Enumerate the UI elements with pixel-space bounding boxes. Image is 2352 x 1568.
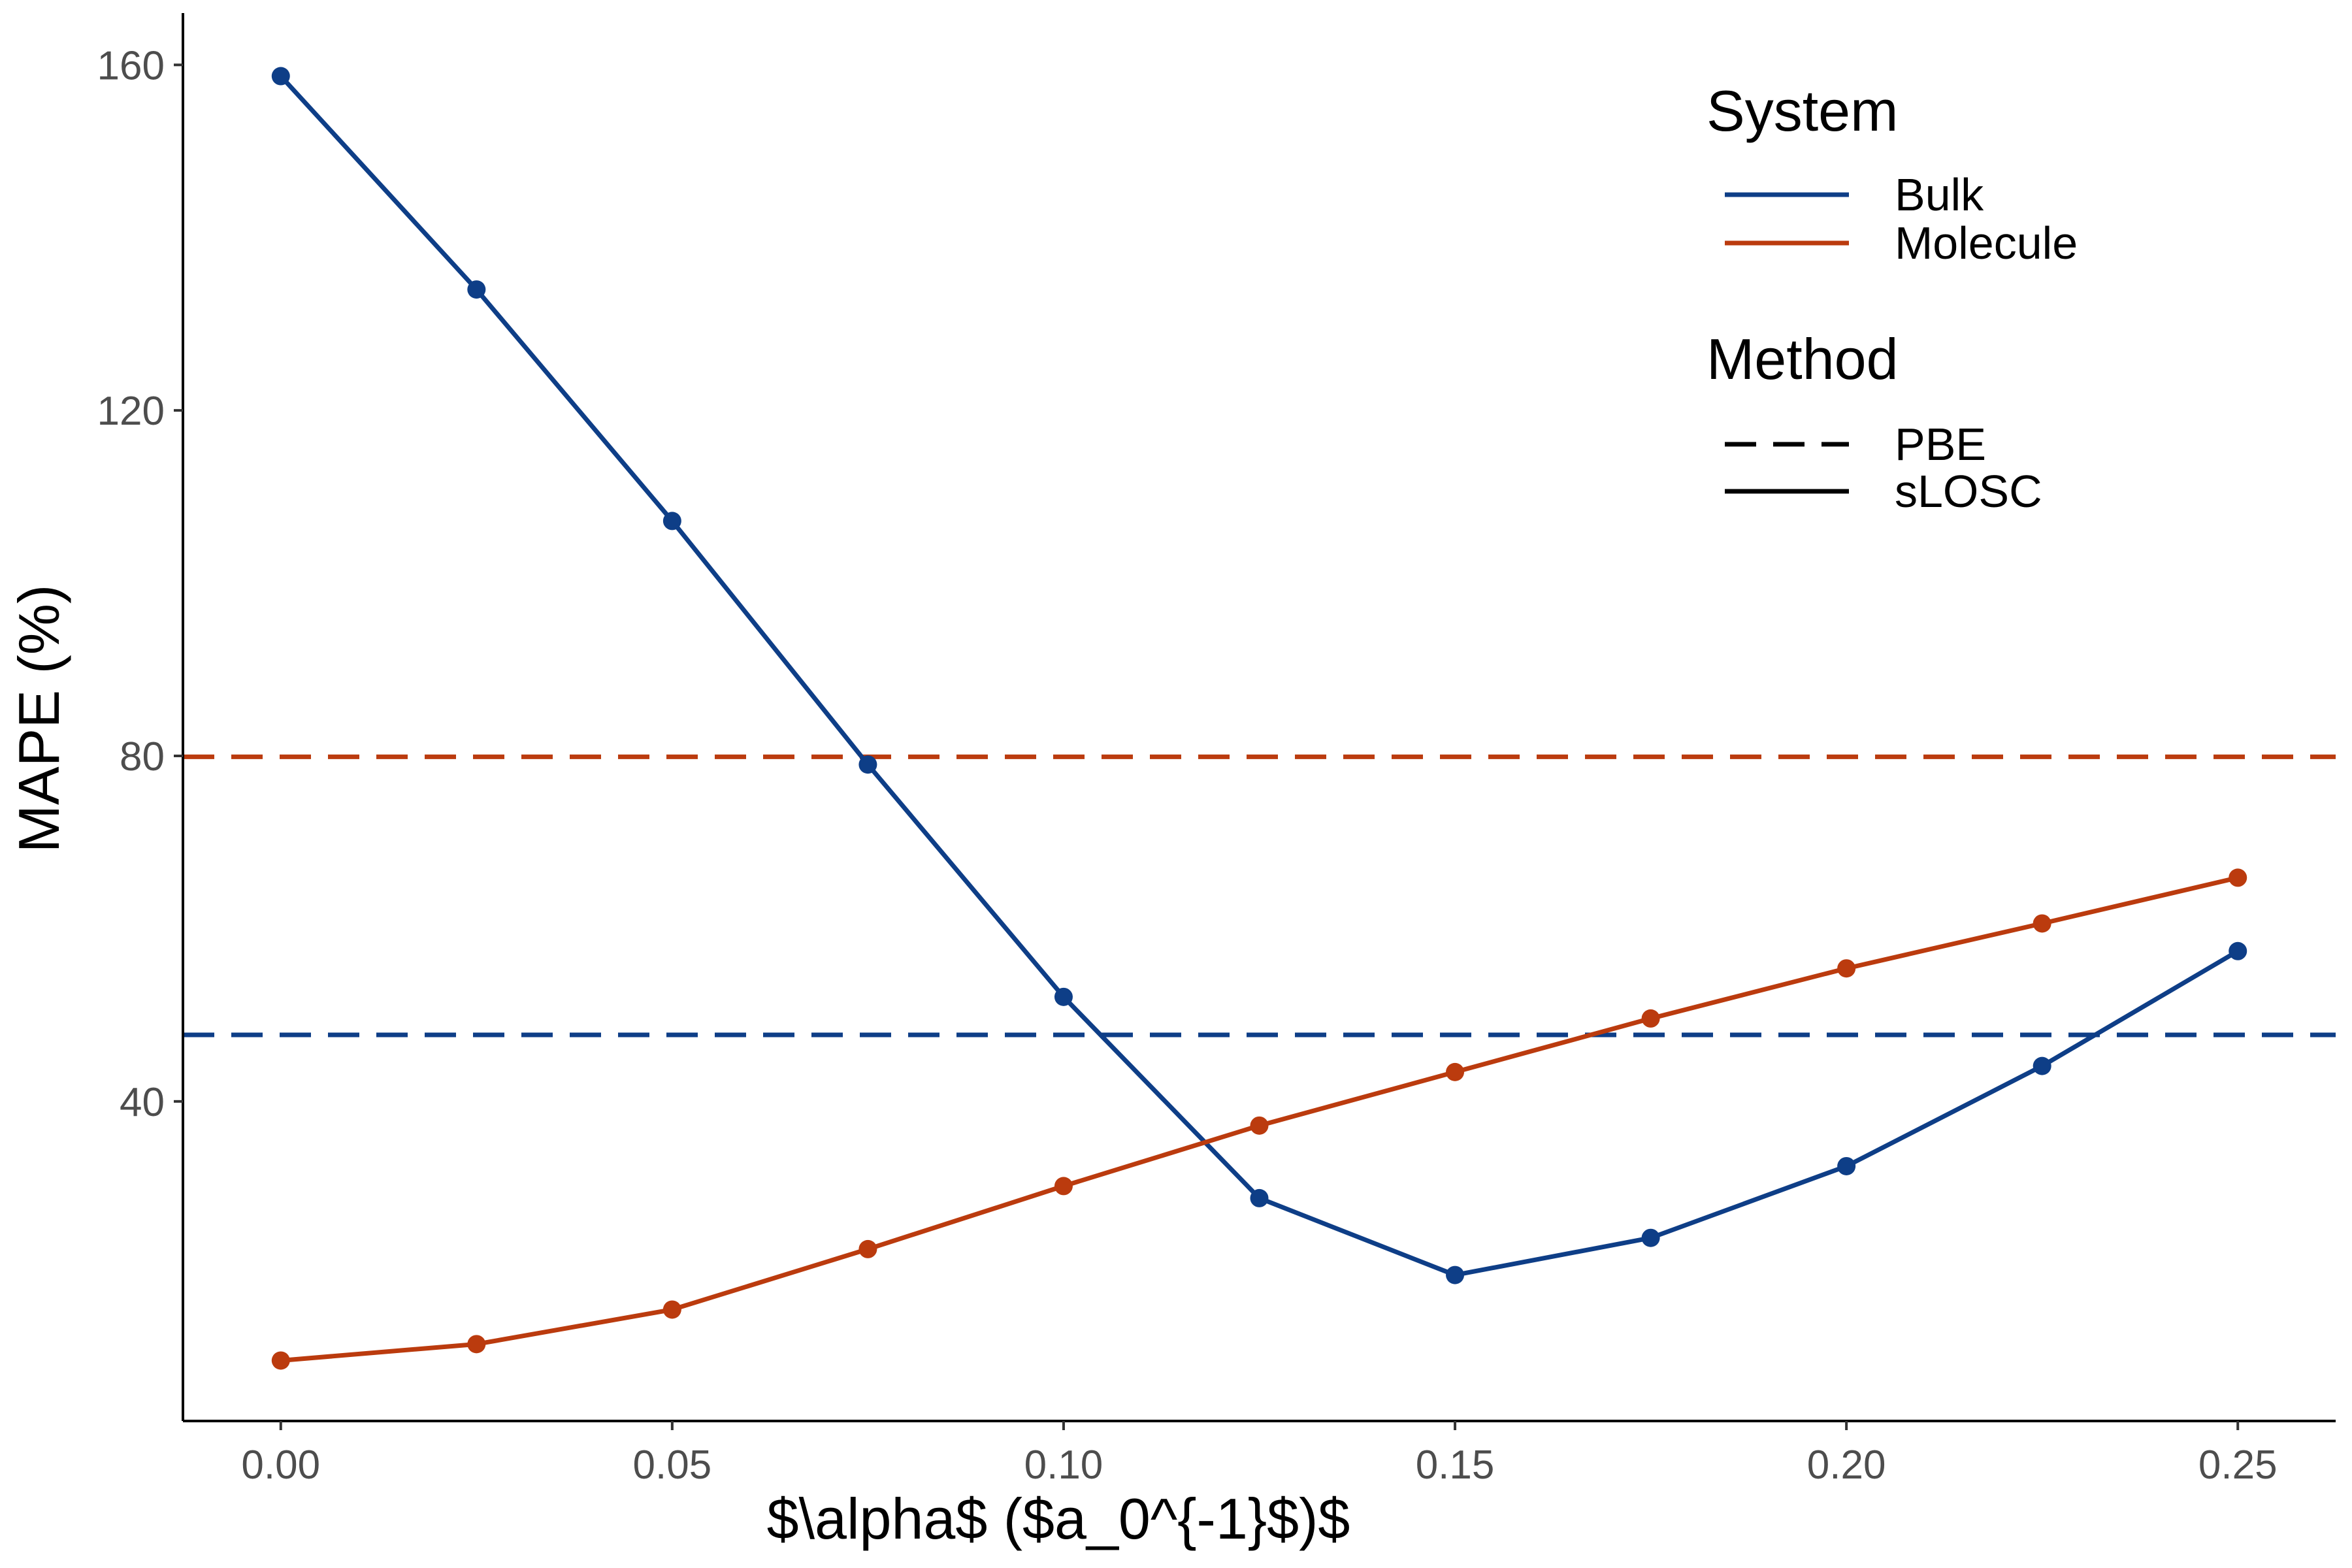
data-point-bulk-3: [858, 755, 877, 774]
data-point-molecule-4: [1054, 1177, 1073, 1196]
data-point-molecule-0: [271, 1351, 290, 1370]
data-point-molecule-6: [1446, 1062, 1465, 1081]
data-point-molecule-1: [467, 1335, 486, 1354]
legend-label-pbe: PBE: [1895, 419, 1986, 470]
x-tick-label-1: 0.05: [633, 1443, 712, 1488]
data-point-molecule-10: [2229, 868, 2247, 887]
data-point-bulk-9: [2033, 1056, 2051, 1075]
legend: System Bulk Molecule Method PBE sLOSC: [1707, 78, 2078, 517]
x-tick-label-3: 0.15: [1416, 1443, 1495, 1488]
legend-label-slosc: sLOSC: [1895, 466, 2042, 517]
legend-title-method: Method: [1707, 327, 1899, 391]
y-axis-title: MAPE (%): [7, 585, 71, 853]
x-tick-label-5: 0.25: [2198, 1443, 2278, 1488]
y-tick-label-1: 80: [120, 734, 165, 779]
data-point-molecule-8: [1837, 959, 1856, 978]
data-point-molecule-7: [1641, 1009, 1660, 1028]
data-point-bulk-1: [467, 280, 486, 299]
data-point-bulk-5: [1250, 1188, 1269, 1207]
plot-area: [183, 67, 2336, 1370]
data-point-bulk-4: [1054, 987, 1073, 1006]
y-tick-label-2: 120: [97, 389, 165, 434]
x-tick-label-2: 0.10: [1024, 1443, 1103, 1488]
y-tick-label-3: 160: [97, 43, 165, 88]
legend-label-molecule: Molecule: [1895, 218, 2078, 269]
y-tick-label-0: 40: [120, 1080, 165, 1125]
legend-title-system: System: [1707, 78, 1898, 143]
x-axis-title: $\alpha$ ($a_0^{-1}$)$: [767, 1486, 1350, 1551]
data-point-molecule-5: [1250, 1116, 1269, 1135]
data-point-bulk-6: [1446, 1266, 1465, 1284]
x-tick-label-4: 0.20: [1807, 1443, 1886, 1488]
axes: 0.00 0.05 0.10 0.15 0.20 0.25 40 80 120 160: [97, 13, 2336, 1488]
data-point-bulk-10: [2229, 941, 2247, 960]
x-tick-label-0: 0.00: [241, 1443, 320, 1488]
legend-label-bulk: Bulk: [1895, 169, 1984, 220]
data-point-bulk-2: [662, 512, 681, 531]
data-point-bulk-0: [271, 67, 290, 86]
data-point-bulk-7: [1641, 1228, 1660, 1247]
data-point-bulk-8: [1837, 1156, 1856, 1175]
data-point-molecule-3: [858, 1239, 877, 1258]
data-point-molecule-9: [2033, 914, 2051, 933]
data-point-molecule-2: [662, 1300, 681, 1319]
